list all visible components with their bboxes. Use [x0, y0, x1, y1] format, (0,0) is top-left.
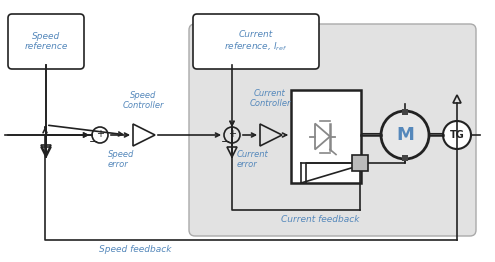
Bar [352, 155, 368, 171]
Text: +: + [96, 129, 104, 139]
FancyBboxPatch shape [193, 14, 319, 69]
Circle shape [381, 111, 429, 159]
Text: Current
error: Current error [237, 150, 269, 170]
FancyBboxPatch shape [189, 24, 476, 236]
Text: M: M [396, 126, 414, 144]
Text: −: − [221, 137, 231, 147]
Text: Speed feedback: Speed feedback [99, 245, 171, 254]
Circle shape [443, 121, 471, 149]
Text: −: − [89, 137, 99, 147]
Text: Current
reference, $I_{ref}$: Current reference, $I_{ref}$ [224, 30, 288, 53]
Text: Current
Controller: Current Controller [249, 89, 291, 108]
Text: TG: TG [449, 130, 464, 140]
Text: Speed
error: Speed error [108, 150, 134, 170]
Bar [402, 155, 408, 161]
Text: +: + [228, 129, 236, 139]
Text: Speed
reference: Speed reference [24, 32, 68, 51]
Text: Current feedback: Current feedback [281, 216, 359, 225]
FancyBboxPatch shape [8, 14, 84, 69]
Bar [402, 109, 408, 115]
Text: Speed
Controller: Speed Controller [122, 91, 164, 110]
Bar [291, 90, 361, 183]
